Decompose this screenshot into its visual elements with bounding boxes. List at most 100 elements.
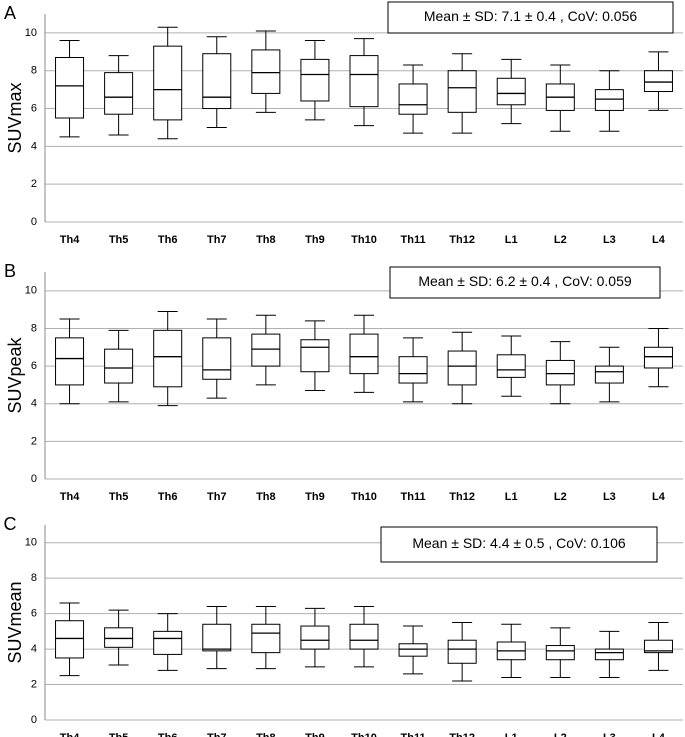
box [55, 620, 85, 659]
box [104, 348, 134, 384]
box [349, 333, 379, 375]
x-tick-label: L3 [603, 491, 616, 503]
y-tick-label: 6 [31, 608, 37, 620]
x-tick-label: L1 [505, 732, 518, 737]
box [545, 645, 575, 661]
x-tick-label: Th10 [351, 491, 377, 503]
x-tick-label: Th6 [158, 732, 178, 737]
annotation-box [387, 1, 674, 34]
x-tick-label: Th5 [109, 732, 129, 737]
x-tick-label: Th12 [449, 234, 475, 246]
box [153, 329, 183, 388]
box [594, 365, 624, 384]
box [153, 45, 183, 121]
x-tick-label: Th11 [401, 491, 426, 503]
x-tick-label: Th6 [158, 491, 178, 503]
x-tick-label: Th4 [60, 732, 80, 737]
y-tick-label: 4 [31, 643, 37, 655]
box [104, 627, 134, 648]
box [447, 70, 477, 113]
box [300, 58, 330, 102]
box [594, 89, 624, 111]
box [251, 333, 281, 367]
panel-label: B [4, 261, 16, 281]
y-tick-label: 8 [31, 65, 37, 77]
box [104, 72, 134, 115]
x-tick-label: Th5 [109, 491, 129, 503]
box [349, 55, 379, 108]
box [398, 643, 428, 657]
box [153, 630, 183, 655]
annotation: Mean ± SD: 7.1 ± 0.4 , CoV: 0.056 [424, 8, 638, 24]
x-tick-label: L3 [603, 732, 616, 737]
x-tick-label: L4 [652, 234, 666, 246]
y-tick-label: 2 [31, 435, 37, 447]
annotation: Mean ± SD: 6.2 ± 0.4 , CoV: 0.059 [418, 273, 632, 289]
y-axis-label: SUVmean [5, 581, 25, 663]
box [447, 639, 477, 664]
y-tick-label: 2 [31, 178, 37, 190]
y-tick-label: 4 [31, 140, 37, 152]
box [202, 53, 232, 110]
x-tick-label: Th9 [305, 234, 325, 246]
y-tick-label: 10 [25, 537, 37, 549]
y-axis-label: SUVmax [5, 82, 25, 153]
box [643, 346, 673, 369]
box [594, 648, 624, 661]
annotation-box [389, 266, 661, 299]
x-tick-label: Th8 [256, 732, 276, 737]
x-tick-label: L2 [554, 234, 567, 246]
box [398, 83, 428, 115]
x-tick-label: Th8 [256, 234, 276, 246]
x-tick-label: L4 [652, 732, 666, 737]
y-tick-label: 0 [31, 473, 37, 485]
x-tick-label: L1 [505, 234, 518, 246]
box [349, 623, 379, 650]
x-tick-label: Th12 [449, 732, 475, 737]
y-tick-label: 6 [31, 360, 37, 372]
x-tick-label: Th4 [60, 234, 80, 246]
x-tick-label: Th9 [305, 491, 325, 503]
box [251, 623, 281, 654]
y-tick-label: 6 [31, 102, 37, 114]
box [55, 56, 85, 119]
box [496, 77, 526, 106]
x-tick-label: Th10 [351, 234, 377, 246]
y-tick-label: 0 [31, 714, 37, 726]
y-tick-label: 4 [31, 398, 37, 410]
box [447, 350, 477, 386]
x-tick-label: L1 [505, 491, 518, 503]
x-tick-label: Th10 [351, 732, 377, 737]
box [398, 356, 428, 384]
box [496, 354, 526, 378]
y-tick-label: 0 [31, 216, 37, 228]
panel-label: A [4, 3, 16, 23]
x-tick-label: Th6 [158, 234, 178, 246]
box [643, 639, 673, 654]
y-tick-label: 8 [31, 322, 37, 334]
x-tick-label: Th7 [207, 732, 227, 737]
x-tick-label: Th7 [207, 491, 227, 503]
box [202, 623, 232, 652]
x-tick-label: L3 [603, 234, 616, 246]
x-tick-label: Th12 [449, 491, 475, 503]
box [643, 70, 673, 93]
x-tick-label: Th11 [401, 234, 426, 246]
x-tick-label: Th11 [401, 732, 426, 737]
x-tick-label: L4 [652, 491, 666, 503]
x-tick-label: Th7 [207, 234, 227, 246]
x-tick-label: Th9 [305, 732, 325, 737]
y-tick-label: 10 [25, 27, 37, 39]
box [545, 359, 575, 386]
box [300, 339, 330, 373]
x-tick-label: Th8 [256, 491, 276, 503]
annotation: Mean ± SD: 4.4 ± 0.5 , CoV: 0.106 [412, 535, 626, 551]
annotation-box [380, 526, 658, 563]
y-tick-label: 8 [31, 572, 37, 584]
box [55, 337, 85, 386]
panel-label: C [4, 514, 17, 534]
y-axis-label: SUVpeak [5, 336, 25, 413]
y-tick-label: 2 [31, 678, 37, 690]
